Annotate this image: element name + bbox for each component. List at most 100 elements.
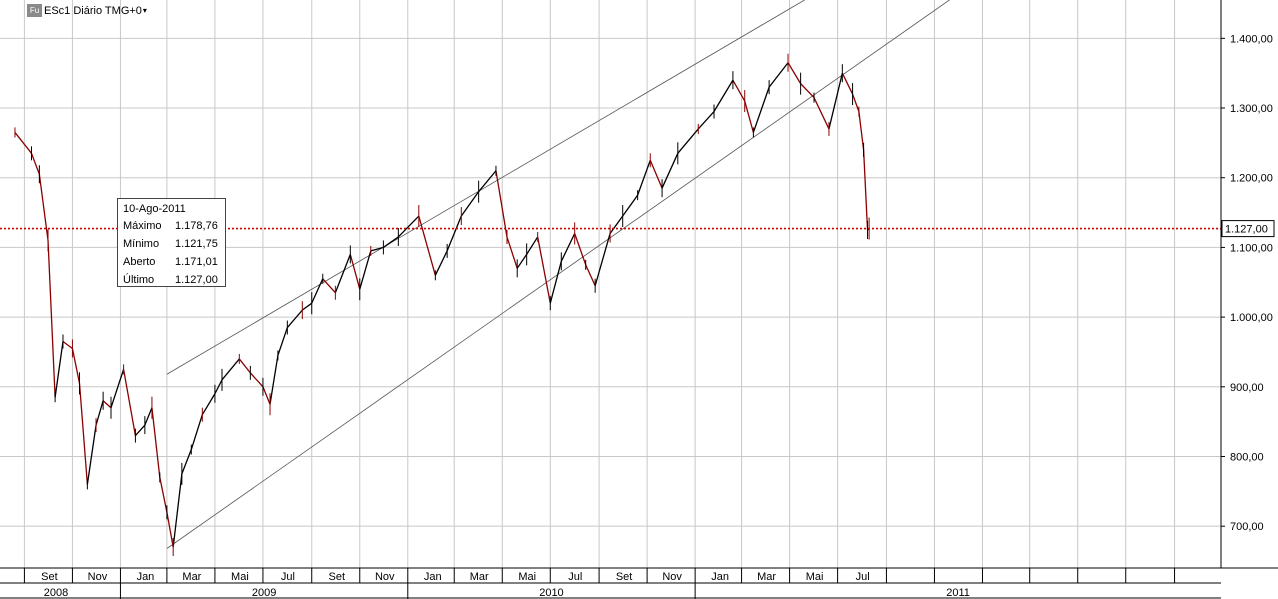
month-label: Mar [182, 571, 201, 583]
price-segment [752, 86, 770, 133]
price-segment [526, 236, 539, 255]
price-segment [277, 327, 288, 356]
price-segment [506, 236, 518, 269]
y-tick-label: 800,00 [1230, 451, 1264, 463]
price-segment [677, 128, 699, 154]
price-segment [841, 72, 854, 95]
price-segment [86, 425, 97, 485]
price-segment [828, 73, 843, 130]
price-segment [800, 83, 815, 99]
price-segment [516, 254, 528, 269]
price-segment [166, 512, 174, 548]
price-segment [594, 233, 611, 286]
price-segment [370, 246, 384, 252]
tooltip-row-low: Mínimo 1.121,75 [123, 235, 220, 253]
price-segment [134, 424, 146, 437]
price-segment [269, 355, 279, 405]
price-segment [697, 111, 715, 130]
month-label: Nov [88, 571, 108, 583]
y-axis: 700,00 800,00 900,00 1.000,00 1.100,00 1.200,… [1220, 0, 1275, 568]
price-segment [713, 79, 734, 112]
price-segment [214, 379, 223, 395]
price-segment [744, 100, 755, 133]
ohlc-tooltip: 10-Ago-2011 Máximo 1.178,76 Mínimo 1.121… [117, 198, 226, 287]
price-segment [122, 369, 137, 436]
year-label: 2010 [539, 587, 563, 599]
year-label: 2011 [946, 587, 970, 599]
chart-title[interactable]: ESc1 Diário TMG+0 [44, 4, 142, 17]
month-label: Nov [375, 571, 395, 583]
price-segment [622, 194, 639, 217]
year-label: 2008 [44, 587, 68, 599]
price-segment [301, 302, 313, 311]
price-segment [201, 393, 216, 416]
price-segment [54, 341, 64, 398]
year-label: 2009 [252, 587, 276, 599]
tooltip-label: Mínimo [123, 238, 160, 250]
tooltip-value: 1.171,01 [175, 256, 218, 268]
month-label: Jan [424, 571, 442, 583]
price-segment [418, 215, 436, 276]
price-segment [787, 62, 802, 84]
price-segment [813, 97, 830, 130]
tooltip-value: 1.127,00 [175, 274, 218, 286]
price-segment [851, 93, 860, 112]
price-segment [434, 250, 448, 276]
x-axis: Set Nov Jan Mar Mai Jul Set Nov Jan Mar Mai Jul Set N… [0, 567, 1278, 599]
price-segment [460, 191, 480, 217]
price-segment [322, 278, 336, 294]
y-tick-label: 1.100,00 [1230, 242, 1273, 254]
price-segment [609, 215, 624, 234]
price-segment [47, 240, 56, 398]
price-segment [172, 473, 183, 548]
price-segment [221, 358, 240, 381]
price-segment [62, 340, 73, 349]
price-series [14, 53, 870, 557]
price-segment [732, 79, 746, 102]
price-segment [102, 400, 112, 409]
month-label: Jul [281, 571, 295, 583]
tooltip-date: 10-Ago-2011 [123, 203, 186, 215]
current-value-box [1221, 220, 1275, 238]
y-tick-label: 700,00 [1230, 521, 1264, 533]
instrument-type-icon: Fu [27, 4, 42, 17]
trendline [166, 0, 805, 375]
price-segment [649, 160, 663, 189]
price-segment [71, 348, 81, 384]
price-segment [383, 236, 399, 248]
price-segment [110, 369, 125, 408]
price-segment [549, 261, 562, 304]
price-segment [768, 62, 789, 88]
price-segment [397, 215, 420, 238]
price-segment [858, 111, 865, 150]
price-segment [574, 233, 587, 266]
price-segment [585, 264, 596, 287]
y-tick-label: 1.000,00 [1230, 312, 1273, 324]
price-segment [249, 372, 264, 388]
month-label: Set [328, 571, 345, 583]
price-segment [560, 233, 576, 262]
price-segment [661, 153, 679, 189]
month-label: Set [41, 571, 58, 583]
chart-grid [0, 0, 1221, 568]
tooltip-label: Aberto [123, 256, 156, 268]
chart-title-bar[interactable]: Fu ESc1 Diário TMG+0 ▾ [27, 3, 147, 18]
price-segment [159, 477, 168, 513]
tooltip-label: Máximo [123, 220, 162, 232]
price-segment [181, 449, 192, 475]
price-segment [537, 236, 551, 304]
current-value-label: 1.127,00 [1225, 224, 1268, 236]
tooltip-row-last: Último 1.127,00 [123, 271, 220, 289]
price-segment [637, 160, 651, 196]
month-label: Mai [231, 571, 249, 583]
price-segment [349, 254, 361, 290]
price-segment [30, 153, 40, 175]
price-segment [151, 407, 161, 478]
y-tick-label: 1.400,00 [1230, 33, 1273, 45]
tooltip-row-high: Máximo 1.178,76 [123, 217, 220, 235]
chevron-down-icon[interactable]: ▾ [142, 6, 147, 15]
month-label: Mai [806, 571, 824, 583]
price-segment [495, 170, 508, 238]
tooltip-value: 1.178,76 [175, 220, 218, 232]
